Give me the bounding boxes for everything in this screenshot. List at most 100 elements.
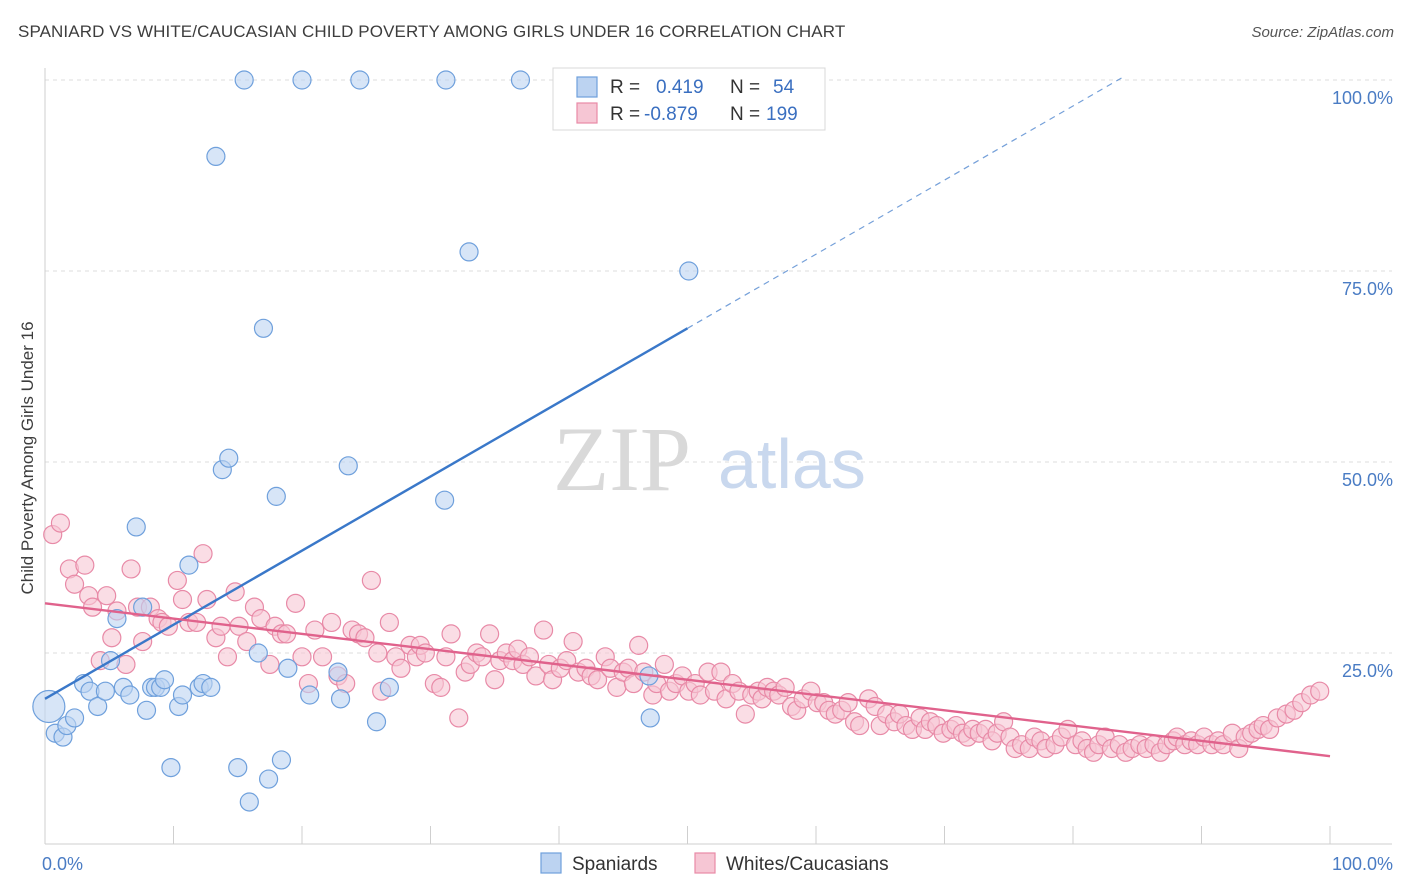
spaniard-point (228, 757, 248, 778)
legend-swatch-whites (576, 102, 598, 124)
white-point (355, 628, 375, 648)
series-legend: Spaniards Whites/Caucasians (540, 852, 889, 875)
watermark-atlas: atlas (718, 425, 866, 503)
spaniard-point (120, 685, 140, 705)
spaniards-points (32, 70, 699, 812)
y-tick-label-1: 50.0% (1342, 470, 1393, 490)
white-point (167, 570, 187, 591)
spaniard-point (292, 70, 312, 90)
white-point (217, 647, 238, 667)
legend-r-label-whites: R = (610, 104, 640, 125)
white-point (711, 662, 731, 682)
white-point (75, 555, 95, 575)
spaniard-point (300, 685, 320, 705)
legend-n-label-spaniards: N = (730, 77, 760, 98)
white-point (312, 647, 333, 667)
spaniard-point (161, 757, 181, 778)
tick-labels: 25.0% 50.0% 75.0% 100.0% 0.0% 100.0% (42, 88, 1393, 874)
white-point (50, 513, 71, 533)
spaniard-point (330, 689, 351, 709)
white-point (379, 612, 399, 633)
watermark: ZIP atlas (553, 408, 866, 510)
legend-n-label-whites: N = (730, 104, 760, 125)
series-legend-label-whites: Whites/Caucasians (726, 854, 889, 875)
legend-r-value-whites: -0.879 (644, 104, 698, 125)
white-point (121, 559, 141, 579)
spaniard-point (206, 146, 226, 166)
white-point (368, 643, 388, 663)
white-point (285, 593, 306, 613)
white-point (629, 635, 649, 655)
spaniard-point (201, 677, 221, 697)
spaniards-trendline-extension (687, 75, 1125, 329)
spaniard-point (172, 685, 193, 705)
white-point (480, 624, 500, 644)
white-point (587, 670, 608, 690)
white-point (211, 616, 231, 636)
spaniard-point (136, 700, 157, 720)
white-point (485, 670, 505, 690)
white-point (850, 715, 870, 736)
spaniard-point (271, 750, 292, 770)
y-axis-title: Child Poverty Among Girls Under 16 (18, 321, 37, 594)
legend-swatch-spaniards (576, 76, 598, 98)
spaniard-point (510, 70, 531, 90)
spaniard-point (328, 662, 348, 682)
white-point (441, 624, 461, 644)
spaniard-point (126, 517, 146, 537)
y-tick-label-3: 100.0% (1332, 88, 1393, 108)
correlation-legend: R = 0.419 N = 54 R = -0.879 N = 199 (552, 67, 826, 131)
legend-r-label-spaniards: R = (610, 77, 640, 98)
spaniard-point (234, 70, 254, 90)
white-point (775, 677, 795, 697)
chart-source: Source: ZipAtlas.com (1251, 24, 1394, 41)
white-point (519, 647, 540, 667)
white-point (321, 612, 342, 633)
spaniard-point (253, 318, 274, 338)
y-tick-label-2: 75.0% (1342, 279, 1393, 299)
spaniard-point (179, 555, 199, 575)
spaniard-point (338, 456, 358, 476)
spaniard-point (107, 609, 127, 629)
white-point (735, 704, 755, 724)
white-point (102, 628, 122, 648)
white-point (260, 654, 280, 675)
spaniard-point (679, 261, 699, 281)
white-point (64, 574, 85, 594)
trend-layer (44, 75, 1331, 758)
white-point (361, 570, 381, 591)
white-point (97, 586, 117, 606)
spaniard-point (640, 708, 660, 728)
legend-n-value-spaniards: 54 (773, 77, 795, 98)
x-tick-label-1: 100.0% (1332, 854, 1393, 874)
spaniard-point (459, 242, 479, 262)
whites-caucasians-points (43, 513, 1330, 762)
spaniard-point (95, 681, 115, 701)
spaniard-point (278, 658, 298, 678)
spaniard-point (219, 448, 239, 468)
whites-trendline (44, 602, 1331, 758)
watermark-zip: ZIP (553, 408, 691, 510)
spaniard-point (248, 643, 268, 663)
white-point (391, 658, 411, 678)
legend-r-value-spaniards: 0.419 (656, 77, 704, 98)
white-point (533, 620, 554, 640)
y-tick-label-0: 25.0% (1342, 661, 1393, 681)
series-legend-label-spaniards: Spaniards (572, 854, 658, 875)
spaniard-point (350, 70, 370, 90)
white-point (449, 708, 469, 728)
legend-n-value-whites: 199 (766, 104, 798, 125)
series-legend-swatch-spaniards (540, 852, 562, 874)
white-point (1310, 681, 1330, 701)
spaniard-point (379, 677, 399, 697)
spaniard-point (258, 769, 279, 789)
grid-layer (45, 79, 1392, 654)
white-point (292, 647, 312, 667)
white-point (431, 677, 451, 697)
series-legend-swatch-whites (694, 852, 716, 874)
white-point (237, 631, 257, 652)
white-point (654, 654, 674, 675)
white-point (193, 544, 213, 564)
spaniard-point (239, 792, 259, 812)
